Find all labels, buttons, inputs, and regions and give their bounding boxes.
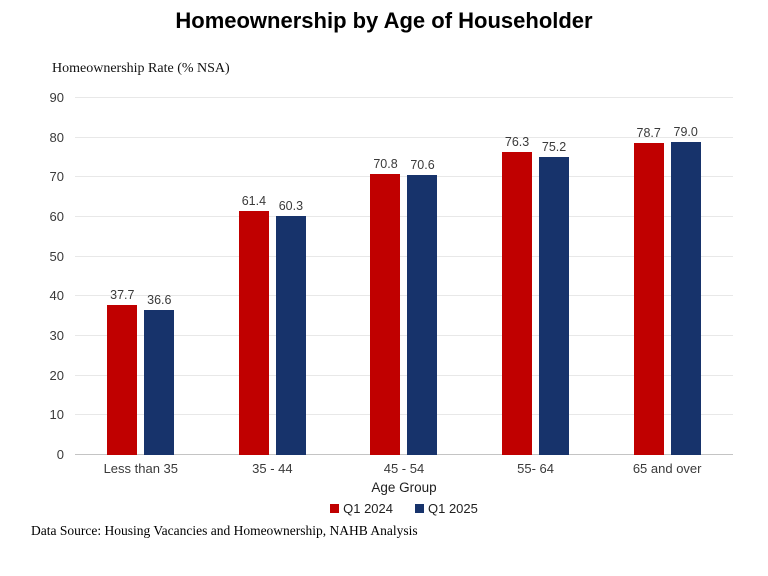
x-tick-label: Less than 35 — [103, 461, 179, 476]
bar-q1-2024: 61.4 — [238, 194, 269, 455]
bar-rect — [238, 211, 269, 455]
gridline — [75, 97, 733, 98]
bar-q1-2025: 60.3 — [275, 199, 306, 455]
y-tick-label: 30 — [49, 328, 64, 343]
bars-container: 37.7 36.6 61.4 60.3 70.8 70.6 76.3 75.2 78.7 79.0 — [75, 98, 733, 455]
bar-q1-2024: 37.7 — [107, 288, 138, 455]
bar-q1-2025: 36.6 — [144, 293, 175, 455]
bar-q1-2025: 70.6 — [407, 158, 438, 455]
bar-value-label: 70.6 — [410, 157, 435, 172]
x-axis-title: Age Group — [371, 480, 437, 495]
y-tick-label: 50 — [49, 248, 64, 264]
bar-q1-2024: 78.7 — [633, 126, 664, 455]
legend-item-q1-2025: Q1 2025 — [415, 501, 478, 516]
legend: Q1 2024 Q1 2025 — [75, 501, 733, 516]
gridline — [75, 295, 733, 297]
bar-rect — [502, 152, 533, 455]
plot-area: 37.7 36.6 61.4 60.3 70.8 70.6 76.3 75.2 78.7 79.0 — [75, 97, 733, 455]
bar-q1-2024: 70.8 — [370, 157, 401, 455]
bar-value-label: 78.7 — [636, 125, 661, 140]
legend-item-q1-2024: Q1 2024 — [330, 501, 393, 516]
y-tick-label: 0 — [56, 447, 64, 462]
bar-value-label: 70.8 — [373, 157, 398, 172]
gridline — [75, 176, 733, 178]
bar-q1-2025: 79.0 — [670, 125, 701, 455]
bar-group-3: 70.8 70.6 — [338, 98, 470, 455]
bar-rect — [144, 309, 175, 455]
legend-swatch-icon — [330, 504, 340, 513]
y-tick-label: 40 — [49, 288, 64, 304]
y-tick-label: 80 — [49, 129, 64, 145]
bar-value-label: 79.0 — [673, 124, 698, 139]
x-tick-label: 65 and over — [632, 461, 702, 476]
x-tick-label: 45 - 54 — [383, 461, 425, 476]
bar-rect — [275, 215, 306, 455]
gridline — [75, 255, 733, 257]
x-tick-label: 35 - 44 — [252, 461, 293, 476]
x-axis-baseline — [75, 454, 733, 455]
bar-group-2: 61.4 60.3 — [207, 98, 339, 455]
y-axis-tick-labels: 0 10 20 30 40 50 60 70 80 90 — [28, 90, 64, 462]
gridline — [75, 374, 733, 376]
bar-value-label: 75.2 — [541, 139, 567, 154]
gridline — [75, 335, 733, 336]
y-tick-label: 60 — [49, 209, 64, 224]
legend-swatch-icon — [415, 504, 424, 513]
bar-group-5: 78.7 79.0 — [601, 98, 733, 455]
bar-value-label: 36.6 — [147, 292, 172, 307]
gridline — [75, 136, 733, 138]
y-tick-label: 10 — [49, 407, 64, 423]
bar-value-label: 37.7 — [110, 288, 135, 303]
legend-label: Q1 2025 — [428, 501, 478, 516]
bar-rect — [539, 156, 570, 455]
data-source-note: Data Source: Housing Vacancies and Homeo… — [31, 523, 418, 538]
gridline — [75, 216, 733, 217]
legend-label: Q1 2024 — [343, 501, 393, 516]
bar-rect — [370, 174, 401, 455]
y-tick-label: 70 — [49, 169, 64, 185]
bar-value-label: 60.3 — [278, 198, 304, 213]
bar-rect — [107, 305, 138, 455]
gridline — [75, 414, 733, 416]
bar-rect — [407, 174, 438, 455]
bar-rect — [670, 141, 701, 455]
bar-q1-2024: 76.3 — [502, 135, 533, 455]
bar-group-4: 76.3 75.2 — [470, 98, 602, 455]
chart-title: Homeownership by Age of Householder — [175, 8, 593, 33]
bar-value-label: 76.3 — [504, 135, 530, 150]
y-tick-label: 90 — [49, 90, 64, 105]
bar-group-1: 37.7 36.6 — [75, 98, 207, 455]
x-axis-tick-labels: Less than 35 35 - 44 45 - 54 55- 64 65 and o… — [75, 461, 733, 476]
bar-value-label: 61.4 — [241, 194, 267, 209]
y-axis-title: Homeownership Rate (% NSA) — [52, 61, 230, 76]
y-tick-label: 20 — [49, 367, 64, 383]
bar-q1-2025: 75.2 — [539, 140, 570, 455]
bar-rect — [633, 142, 664, 455]
x-tick-label: 55- 64 — [517, 461, 555, 476]
